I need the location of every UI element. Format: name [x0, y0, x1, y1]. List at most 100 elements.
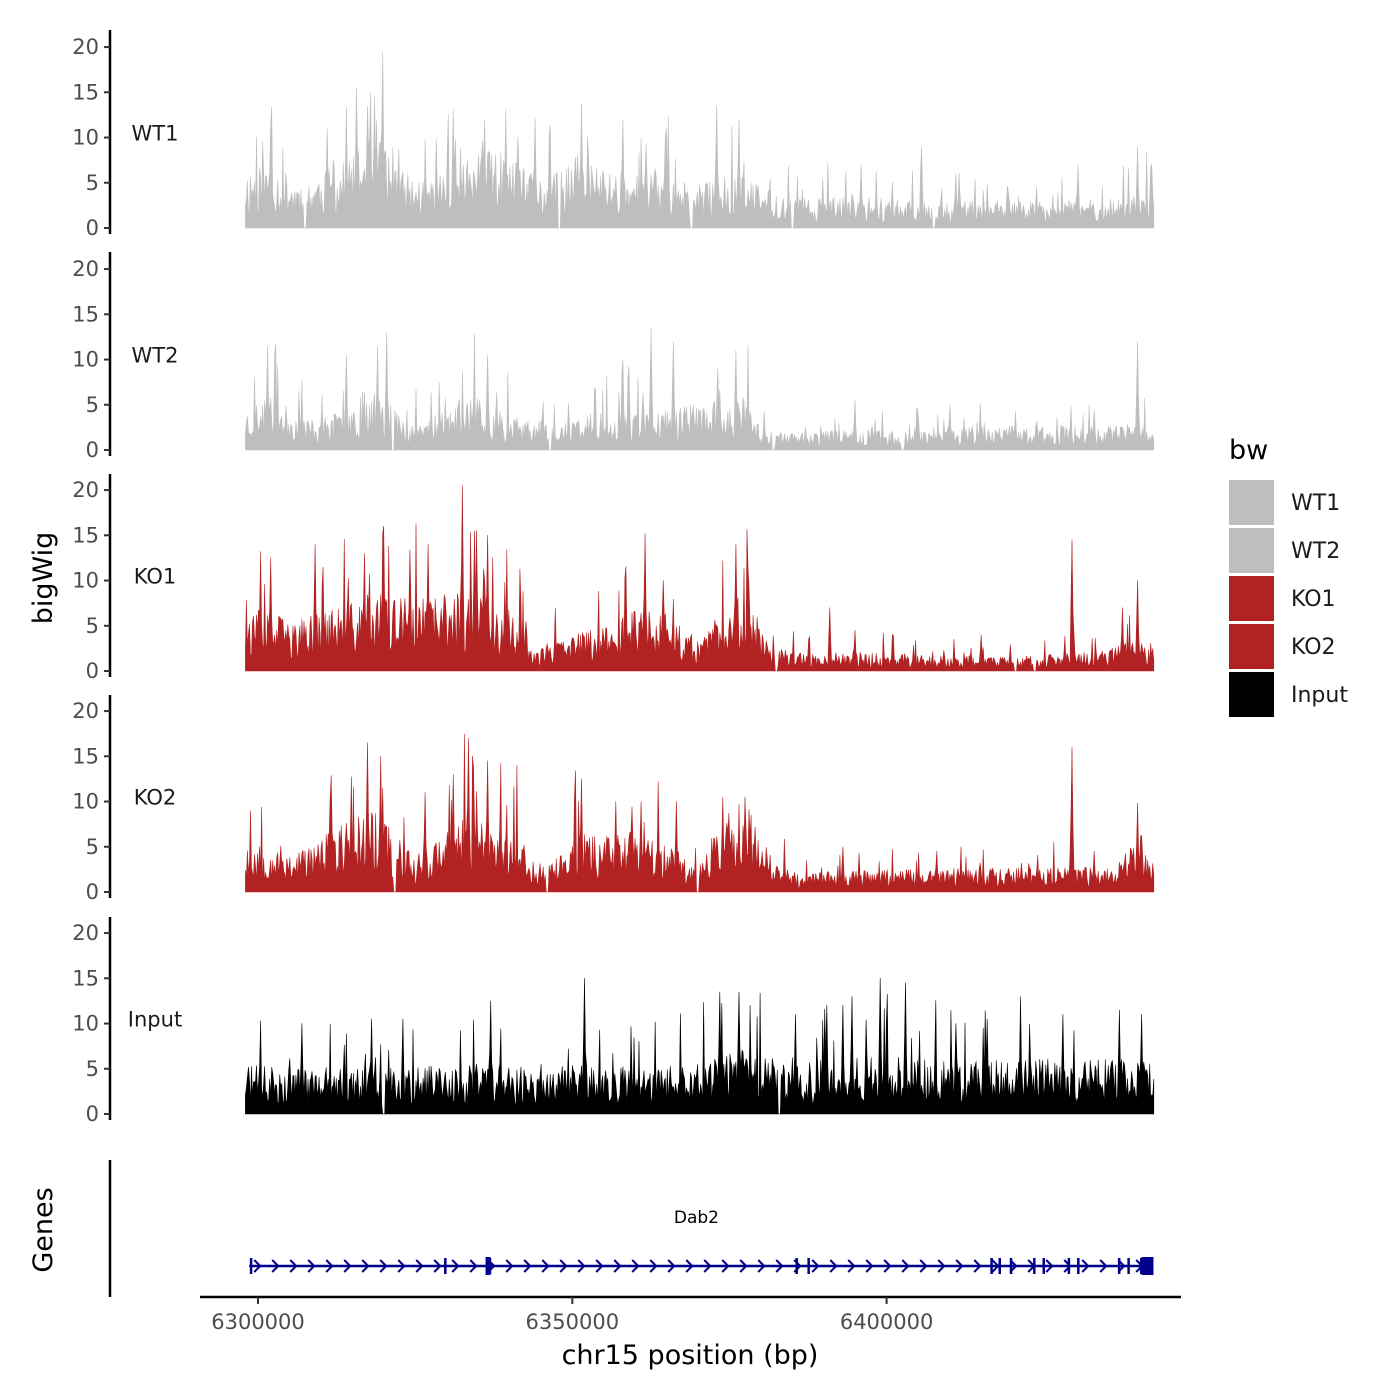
- legend-label-ko2: KO2: [1291, 635, 1336, 660]
- y-tick-label: 20: [72, 921, 99, 945]
- exon-block: [1033, 1258, 1036, 1274]
- track-ko2: 0 5 10 15 20 KO2: [72, 695, 1155, 904]
- strand-arrow: [595, 1259, 604, 1273]
- exon-block: [1042, 1258, 1045, 1274]
- y-tick-label: 0: [86, 880, 99, 904]
- legend-label-ko1: KO1: [1291, 587, 1336, 612]
- strand-arrow: [469, 1259, 478, 1273]
- y-tick-label: 0: [86, 659, 99, 683]
- y-tick-label: 10: [72, 569, 99, 593]
- strand-arrow: [343, 1259, 352, 1273]
- track-label-ko2: KO2: [134, 786, 177, 810]
- y-tick-label: 0: [86, 216, 99, 240]
- y-tick-label: 10: [72, 1012, 99, 1036]
- coverage-area-ko2: [245, 733, 1155, 893]
- y-tick-label: 20: [72, 478, 99, 502]
- strand-arrow: [901, 1259, 910, 1273]
- y-tick-label: 15: [72, 80, 99, 104]
- y-tick-label: 0: [86, 1102, 99, 1126]
- strand-arrow: [703, 1259, 712, 1273]
- exon-block: [990, 1258, 993, 1274]
- strand-arrow: [775, 1259, 784, 1273]
- strand-arrow: [829, 1259, 838, 1273]
- y-tick-label: 5: [86, 393, 99, 417]
- strand-arrow: [721, 1259, 730, 1273]
- y-tick-label: 15: [72, 302, 99, 326]
- y-tick-label: 0: [86, 438, 99, 462]
- strand-arrow: [253, 1259, 262, 1273]
- strand-arrow: [919, 1259, 928, 1273]
- track-ko1: 0 5 10 15 20 KO1: [72, 474, 1155, 683]
- legend: bw WT1 WT2 KO1 KO2 Input: [1229, 435, 1348, 717]
- gene-name-label: Dab2: [674, 1208, 719, 1228]
- strand-arrow: [361, 1259, 370, 1273]
- y-tick-label: 20: [72, 699, 99, 723]
- exon-block: [1117, 1258, 1121, 1274]
- y-tick-label: 20: [72, 257, 99, 281]
- track-label-wt1: WT1: [132, 122, 179, 146]
- strand-arrow: [433, 1259, 442, 1273]
- strand-arrow: [739, 1259, 748, 1273]
- strand-arrow: [559, 1259, 568, 1273]
- legend-title: bw: [1229, 435, 1268, 466]
- exon-block: [488, 1258, 492, 1274]
- track-wt2: 0 5 10 15 20 WT2: [72, 252, 1155, 462]
- strand-arrow: [289, 1259, 298, 1273]
- strand-arrow: [937, 1259, 946, 1273]
- legend-label-wt1: WT1: [1291, 491, 1340, 516]
- y-tick-label: 5: [86, 835, 99, 859]
- exon-block: [807, 1258, 810, 1274]
- strand-arrow: [847, 1259, 856, 1273]
- legend-key-input: [1229, 672, 1274, 717]
- strand-arrow: [1063, 1259, 1072, 1273]
- y-tick-label: 15: [72, 966, 99, 990]
- y-axis-title: bigWig: [28, 532, 59, 625]
- x-tick-label: 6400000: [840, 1310, 934, 1334]
- strand-arrow: [505, 1259, 514, 1273]
- exon-block: [1009, 1258, 1013, 1274]
- strand-arrow: [325, 1259, 334, 1273]
- legend-key-wt1: [1229, 480, 1274, 525]
- strand-arrow: [523, 1259, 532, 1273]
- exon-block: [1127, 1258, 1130, 1274]
- strand-arrow: [1099, 1259, 1108, 1273]
- strand-arrow: [883, 1259, 892, 1273]
- track-wt1: 0 5 10 15 20 WT1: [72, 30, 1155, 240]
- track-input: 0 5 10 15 20 Input: [72, 917, 1155, 1126]
- genes-axis-title: Genes: [28, 1187, 59, 1272]
- strand-arrow: [991, 1259, 1000, 1273]
- legend-key-wt2: [1229, 528, 1274, 573]
- coverage-area-input: [245, 978, 1155, 1115]
- strand-arrow: [1081, 1259, 1090, 1273]
- exon-block: [1141, 1257, 1154, 1275]
- strand-arrow: [541, 1259, 550, 1273]
- x-axis-title: chr15 position (bp): [562, 1340, 819, 1371]
- legend-label-wt2: WT2: [1291, 539, 1340, 564]
- exon-block: [249, 1258, 253, 1274]
- strand-arrow: [955, 1259, 964, 1273]
- y-tick-label: 5: [86, 1057, 99, 1081]
- legend-label-input: Input: [1291, 683, 1348, 708]
- strand-arrow: [865, 1259, 874, 1273]
- coverage-area-ko1: [245, 485, 1155, 672]
- strand-arrow: [397, 1259, 406, 1273]
- exon-block: [1139, 1258, 1143, 1274]
- coverage-area-wt2: [245, 327, 1155, 451]
- legend-key-ko2: [1229, 624, 1274, 669]
- exon-block: [485, 1257, 491, 1275]
- strand-arrow: [973, 1259, 982, 1273]
- legend-key-ko1: [1229, 576, 1274, 621]
- track-label-wt2: WT2: [132, 344, 179, 368]
- x-tick-label: 6300000: [211, 1310, 305, 1334]
- y-tick-label: 10: [72, 126, 99, 150]
- y-tick-label: 5: [86, 171, 99, 195]
- y-tick-label: 10: [72, 790, 99, 814]
- exon-block: [1067, 1258, 1071, 1274]
- strand-arrow: [451, 1259, 460, 1273]
- y-tick-label: 15: [72, 523, 99, 547]
- y-tick-label: 20: [72, 35, 99, 59]
- exon-block: [795, 1258, 798, 1274]
- strand-arrow: [685, 1259, 694, 1273]
